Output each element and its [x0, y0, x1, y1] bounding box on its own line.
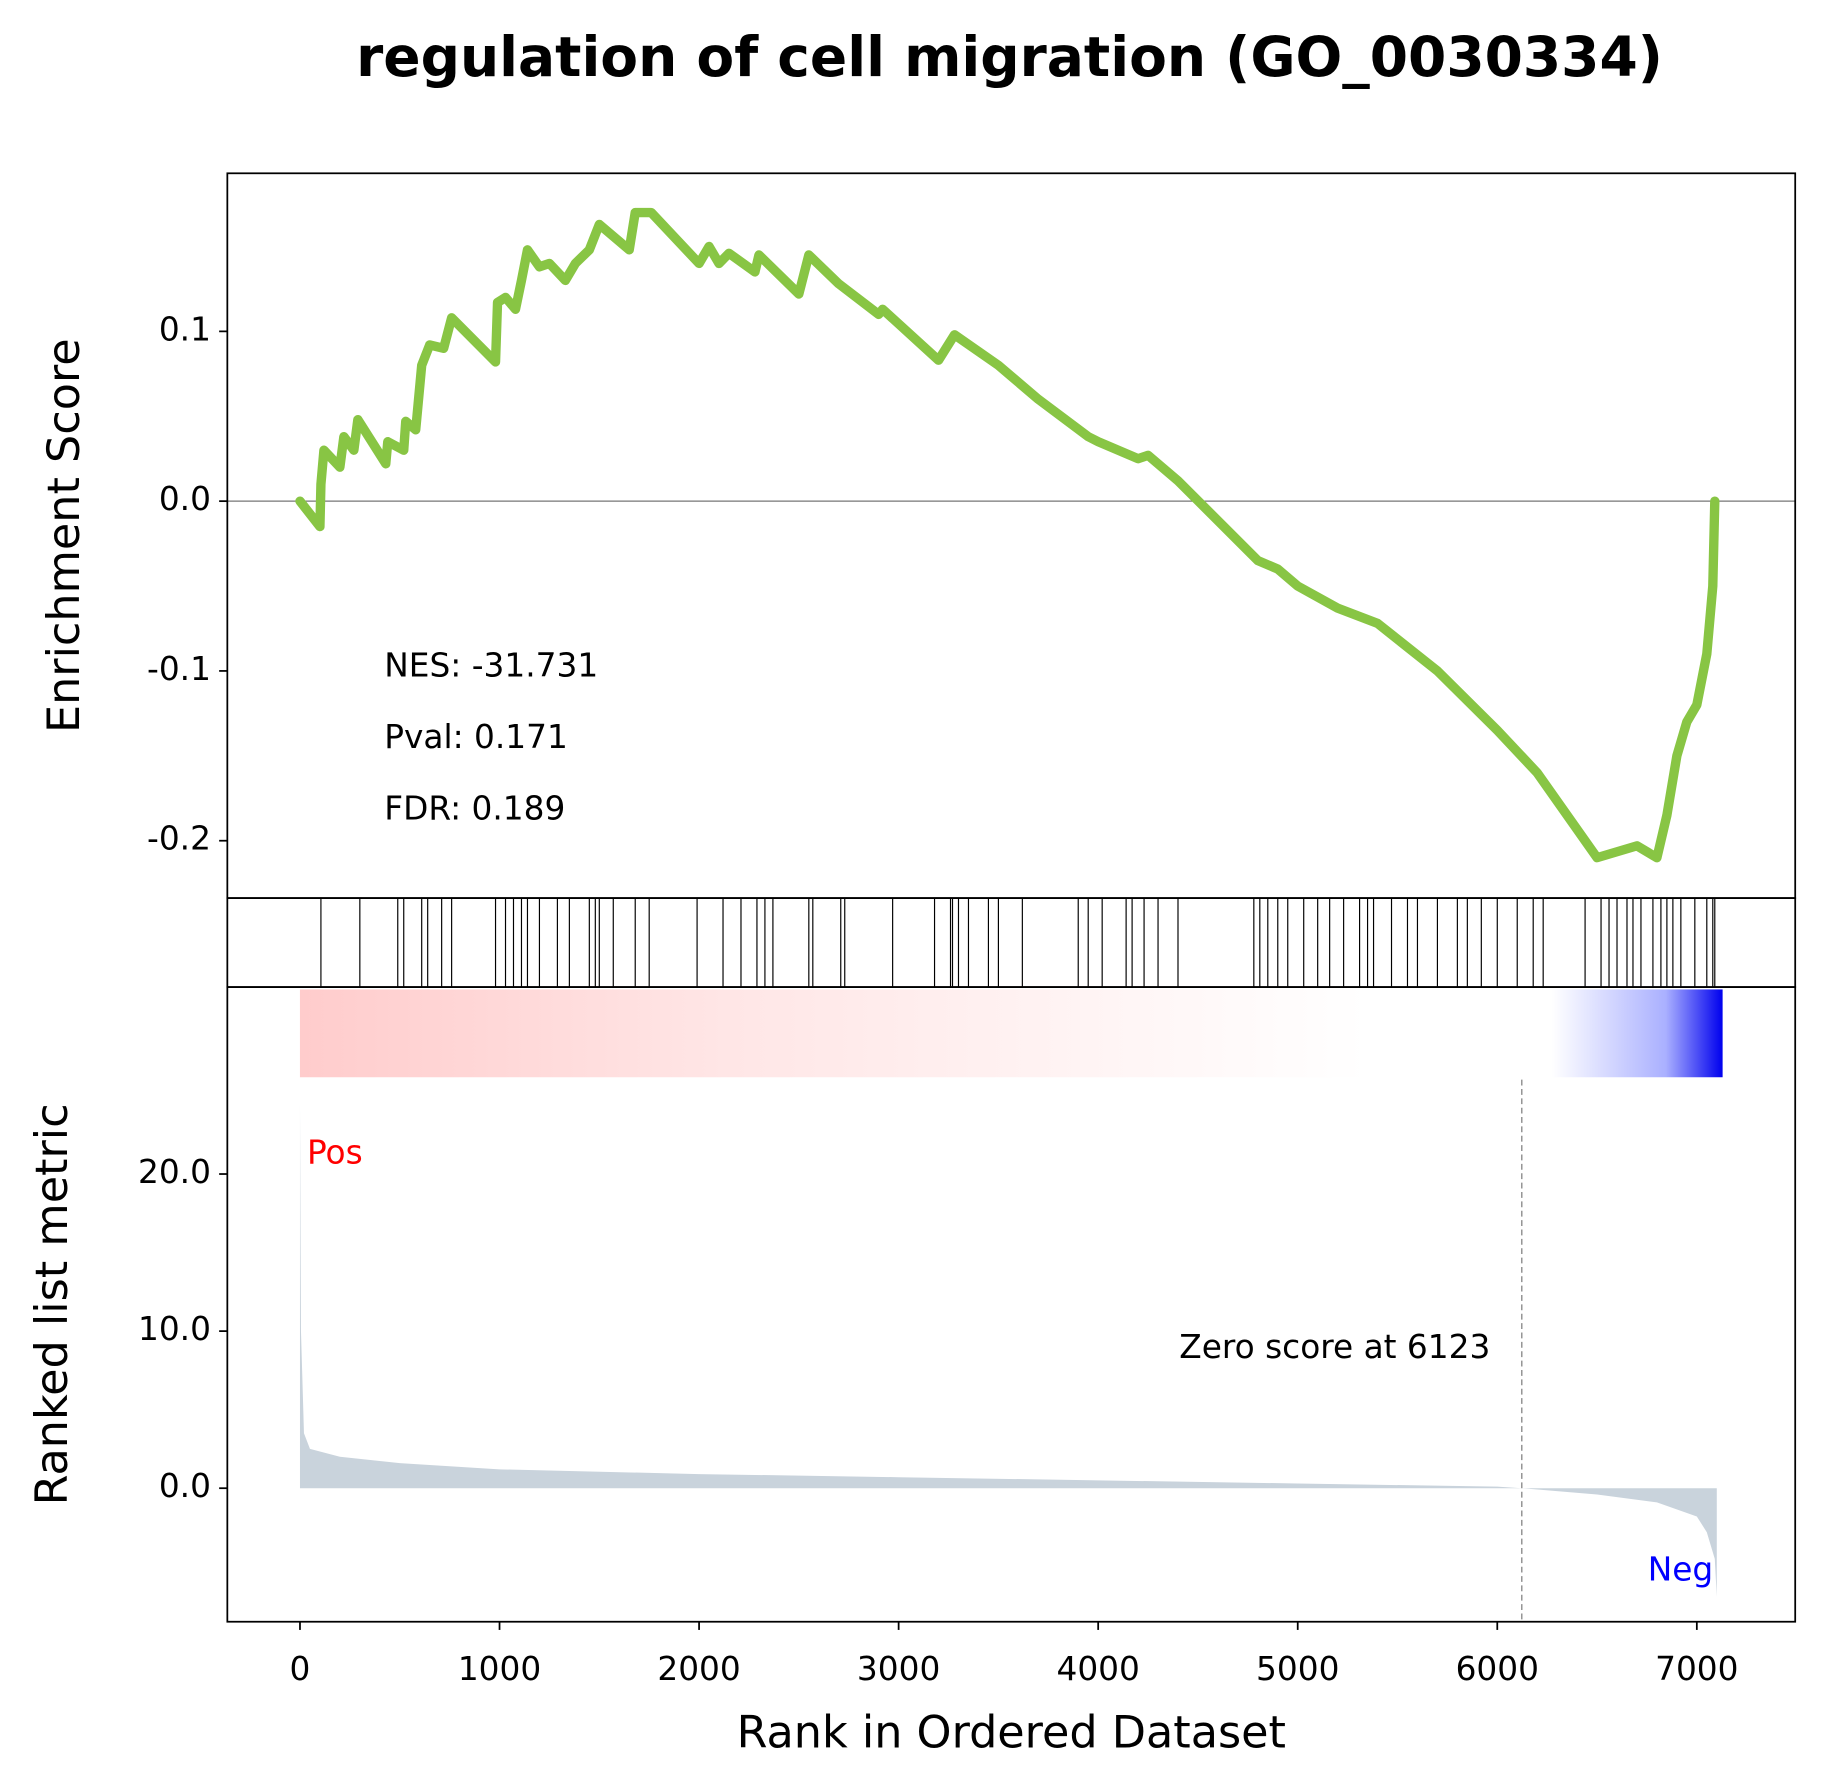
x-tick-label: 5000	[1256, 1650, 1339, 1688]
pos-label: Pos	[307, 1134, 363, 1172]
x-tick-label: 2000	[657, 1650, 740, 1688]
stat-annotation: NES: -31.731	[384, 646, 598, 684]
zero-score-label: Zero score at 6123	[1179, 1328, 1490, 1366]
y-tick-label: -0.1	[147, 650, 211, 688]
y-tick-label: 0.0	[159, 480, 211, 518]
y-tick-label: 0.0	[159, 1467, 211, 1505]
y-tick-label: 10.0	[138, 1310, 211, 1348]
y-tick-label: 20.0	[138, 1153, 211, 1191]
x-tick-label: 3000	[857, 1650, 940, 1688]
x-axis-label: Rank in Ordered Dataset	[737, 1707, 1286, 1758]
y-tick-label: 0.1	[159, 310, 211, 348]
metric-area	[299, 1103, 1717, 1597]
x-tick-label: 1000	[458, 1650, 541, 1688]
enrichment-line	[295, 207, 1720, 863]
stat-annotation: Pval: 0.171	[384, 718, 568, 756]
neg-label: Neg	[1648, 1550, 1713, 1588]
y-tick-label: -0.2	[147, 820, 211, 858]
axes-frame	[226, 986, 1797, 1623]
color-bar	[299, 989, 1723, 1078]
y-axis-label: Enrichment Score	[39, 338, 90, 733]
x-tick-label: 0	[290, 1650, 311, 1688]
axes-frame	[226, 897, 1797, 988]
x-tick-label: 4000	[1056, 1650, 1139, 1688]
x-tick-label: 7000	[1655, 1650, 1738, 1688]
chart-title: regulation of cell migration (GO_0030334…	[356, 25, 1663, 89]
y-axis-label: Ranked list metric	[27, 1103, 78, 1505]
stat-annotation: FDR: 0.189	[384, 789, 565, 827]
x-tick-label: 6000	[1456, 1650, 1539, 1688]
